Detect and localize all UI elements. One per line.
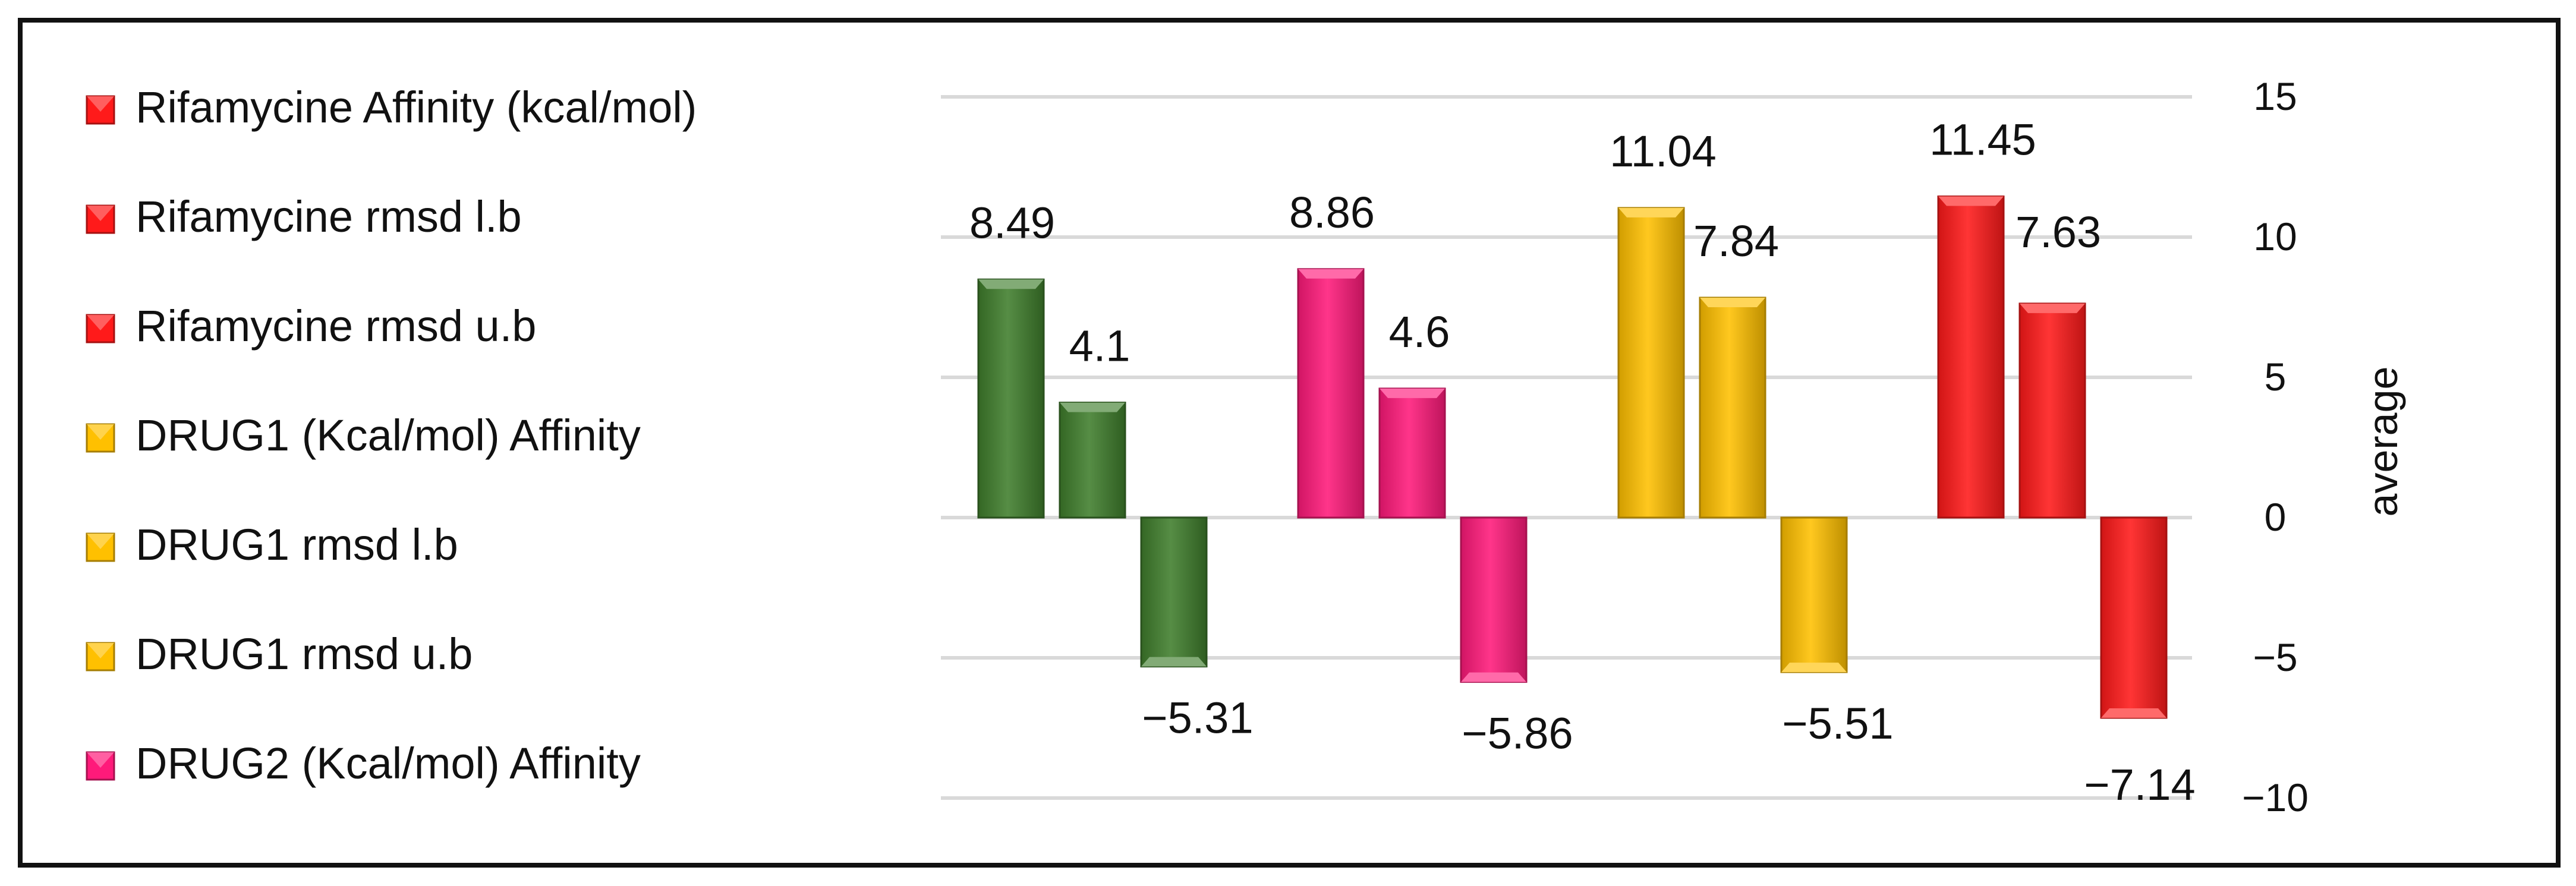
legend-label: Rifamycine Affinity (kcal/mol) [136,83,697,132]
legend-item: DRUG1 rmsd l.b [86,520,458,569]
bar-cap [1700,297,1765,307]
bar-body [1059,401,1126,519]
legend-swatch-highlight [87,643,114,658]
bar [2018,302,2086,519]
bar [1460,516,1528,683]
bar [1378,387,1446,519]
data-label: 7.63 [2016,207,2101,257]
bar [1780,516,1848,673]
data-label: −5.31 [1142,693,1253,743]
bar-cap [1618,207,1684,217]
legend-item: DRUG2 (Kcal/mol) Affinity [86,739,641,788]
y-axis-ticks: 15 10 5 0 −5 −10 [2242,74,2309,819]
bar [1297,268,1365,519]
bar-body [1460,516,1528,683]
data-label: 4.6 [1389,307,1450,357]
legend-swatch-highlight [87,96,114,112]
bar [2100,516,2168,719]
legend-swatch-highlight [87,315,114,330]
data-label: 11.04 [1610,127,1717,176]
legend-swatch-highlight [87,424,114,440]
bar-body [1699,297,1766,519]
legend-label: DRUG1 rmsd l.b [136,520,458,569]
data-label: 4.1 [1069,321,1130,370]
data-label: 7.84 [1693,216,1779,266]
y-tick-label: −10 [2242,775,2309,819]
legend-swatch-highlight [87,534,114,549]
legend-item: DRUG1 rmsd u.b [86,629,473,679]
bar-cap [1141,657,1207,667]
bar [1937,196,2005,519]
legend-item: Rifamycine rmsd u.b [86,301,536,351]
bar-chart: 8.49 4.1 −5.31 8.86 4.6 −5.86 11.04 7.84 −5.51 11… [86,74,2406,819]
bar [1699,297,1766,519]
bar-cap [1938,196,2004,206]
legend: Rifamycine Affinity (kcal/mol) Rifamycine… [86,83,697,788]
bar-body [1780,516,1848,673]
bars [977,196,2168,719]
bar-body [2018,302,2086,519]
bar [1140,516,1208,668]
y-tick-label: 5 [2265,355,2287,399]
legend-label: Rifamycine rmsd u.b [136,301,536,351]
y-tick-label: 15 [2253,74,2297,118]
y-tick-label: −5 [2253,635,2297,679]
legend-swatch-highlight [87,752,114,768]
y-axis-title: average [2360,367,2406,517]
bar-cap [2101,708,2166,718]
data-label: −5.51 [1782,699,1893,748]
bar-cap [2020,303,2085,313]
bar-cap [1298,269,1363,279]
data-label: 8.49 [969,198,1055,247]
legend-label: DRUG1 rmsd u.b [136,629,473,679]
data-label: −7.14 [2084,760,2195,809]
bar-cap [978,279,1044,289]
data-labels: 8.49 4.1 −5.31 8.86 4.6 −5.86 11.04 7.84 −5.51 11… [969,115,2196,809]
y-tick-label: 0 [2265,495,2287,539]
data-label: 11.45 [1929,115,2036,165]
bar [977,278,1045,519]
legend-swatch-highlight [87,206,114,221]
bar [1059,401,1126,519]
chart-frame: 8.49 4.1 −5.31 8.86 4.6 −5.86 11.04 7.84 −5.51 11… [18,18,2561,868]
bar-cap [1781,663,1847,673]
legend-label: Rifamycine rmsd l.b [136,192,522,241]
legend-item: Rifamycine Affinity (kcal/mol) [86,83,697,132]
data-label: 8.86 [1289,188,1375,237]
bar-body [1617,207,1685,519]
bar-cap [1060,402,1125,412]
bar [1617,207,1685,519]
legend-label: DRUG1 (Kcal/mol) Affinity [136,411,641,460]
bar-body [1140,516,1208,668]
bar-cap [1461,672,1526,682]
bar-body [1937,196,2005,519]
y-tick-label: 10 [2253,215,2297,258]
legend-label: DRUG2 (Kcal/mol) Affinity [136,739,641,788]
bar-body [1378,387,1446,519]
bar-body [1297,268,1365,519]
bar-body [977,278,1045,519]
bar-cap [1380,388,1445,398]
bar-body [2100,516,2168,719]
legend-item: DRUG1 (Kcal/mol) Affinity [86,411,641,460]
data-label: −5.86 [1462,709,1573,758]
legend-item: Rifamycine rmsd l.b [86,192,522,241]
